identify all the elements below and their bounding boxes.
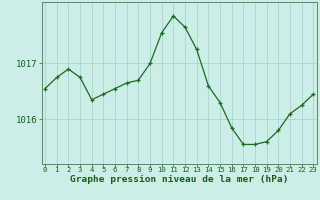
- X-axis label: Graphe pression niveau de la mer (hPa): Graphe pression niveau de la mer (hPa): [70, 175, 288, 184]
